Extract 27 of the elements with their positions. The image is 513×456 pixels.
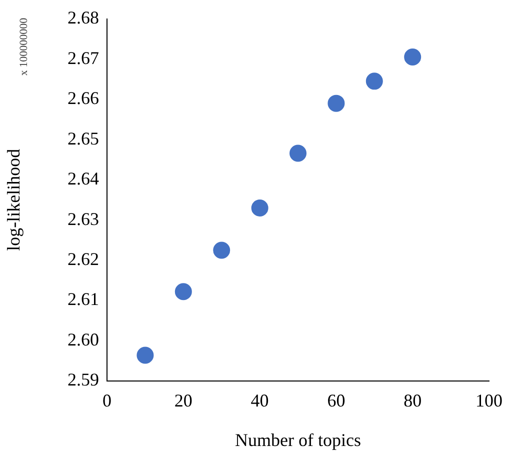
y-tick-label: 2.62 — [68, 249, 99, 269]
y-tick-label: 2.66 — [68, 88, 99, 108]
point — [213, 242, 230, 259]
point — [174, 283, 192, 300]
point — [290, 144, 306, 162]
x-tick-label: 100 — [476, 390, 502, 411]
point — [251, 199, 268, 216]
y-tick-label: 2.64 — [68, 168, 99, 189]
y-tick-label: 2.60 — [68, 329, 99, 350]
y-tick-label: 2.59 — [68, 370, 99, 390]
y-axis-title: log-likelihood — [4, 148, 24, 251]
x-tick-label: 60 — [327, 390, 346, 411]
point — [328, 94, 345, 112]
x-tick-label: 20 — [174, 390, 192, 411]
y-tick-label: 2.67 — [68, 48, 99, 68]
y-tick-label: 2.65 — [68, 128, 99, 148]
point — [366, 72, 383, 90]
y-tick-label: 2.68 — [68, 8, 99, 28]
y-tick-label: 2.63 — [68, 208, 99, 229]
x-tick-label: 80 — [404, 390, 422, 411]
point — [404, 48, 422, 66]
x-axis-title: Number of topics — [235, 430, 361, 450]
y-tick-label: 2.61 — [68, 289, 99, 310]
text: x 100000000 — [18, 17, 30, 76]
point — [136, 346, 154, 364]
x-tick-label: 40 — [250, 390, 269, 411]
x-tick-label: 0 — [102, 390, 112, 411]
